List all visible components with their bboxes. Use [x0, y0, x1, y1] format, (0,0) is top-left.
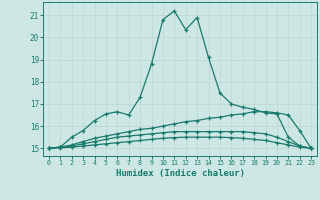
- X-axis label: Humidex (Indice chaleur): Humidex (Indice chaleur): [116, 169, 244, 178]
